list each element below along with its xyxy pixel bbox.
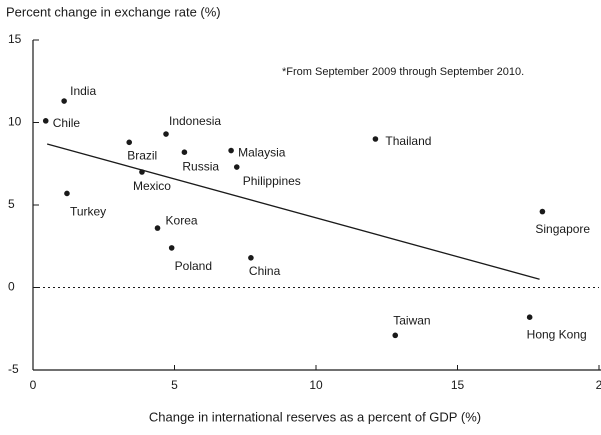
- point-label: China: [249, 264, 281, 278]
- x-tick-label: 10: [309, 378, 323, 392]
- y-tick-label: -5: [8, 362, 19, 376]
- point: [64, 191, 70, 197]
- point: [169, 245, 175, 251]
- point-label: Indonesia: [169, 114, 221, 128]
- point: [234, 164, 240, 170]
- point: [527, 314, 533, 320]
- point-label: Malaysia: [238, 146, 286, 160]
- point: [392, 333, 398, 339]
- point-label: Mexico: [133, 179, 171, 193]
- x-tick-label: 2: [596, 378, 601, 392]
- y-tick-label: 0: [8, 280, 15, 294]
- point: [61, 98, 67, 104]
- point-label: Thailand: [385, 134, 431, 148]
- point: [126, 140, 132, 146]
- note: *From September 2009 through September 2…: [282, 66, 524, 78]
- point: [139, 169, 145, 175]
- y-tick-label: 10: [8, 115, 22, 129]
- y-tick-label: 15: [8, 32, 22, 46]
- x-axis-title: Change in international reserves as a pe…: [149, 409, 481, 424]
- point: [163, 131, 169, 137]
- point-label: India: [70, 84, 96, 98]
- point-label: Taiwan: [393, 314, 430, 328]
- chart: Percent change in exchange rate (%) *Fro…: [0, 0, 601, 435]
- point-label: Korea: [166, 213, 198, 227]
- point-label: Brazil: [127, 148, 157, 162]
- x-tick-label: 5: [171, 378, 178, 392]
- point-label: Hong Kong: [527, 327, 587, 341]
- point: [43, 118, 49, 124]
- trend-line: [47, 144, 539, 279]
- y-axis-title: Percent change in exchange rate (%): [6, 4, 221, 19]
- x-tick-label: 0: [30, 378, 37, 392]
- point: [540, 209, 546, 215]
- point-label: Singapore: [535, 222, 590, 236]
- point: [228, 148, 234, 154]
- point: [182, 149, 188, 155]
- point-label: Chile: [53, 116, 81, 130]
- point: [373, 136, 379, 142]
- point: [248, 255, 254, 261]
- point: [155, 225, 161, 231]
- point-label: Turkey: [70, 205, 106, 219]
- point-label: Poland: [175, 259, 212, 273]
- y-tick-label: 5: [8, 197, 15, 211]
- point-label: Philippines: [243, 174, 301, 188]
- point-label: Russia: [182, 159, 219, 173]
- x-tick-label: 15: [451, 378, 465, 392]
